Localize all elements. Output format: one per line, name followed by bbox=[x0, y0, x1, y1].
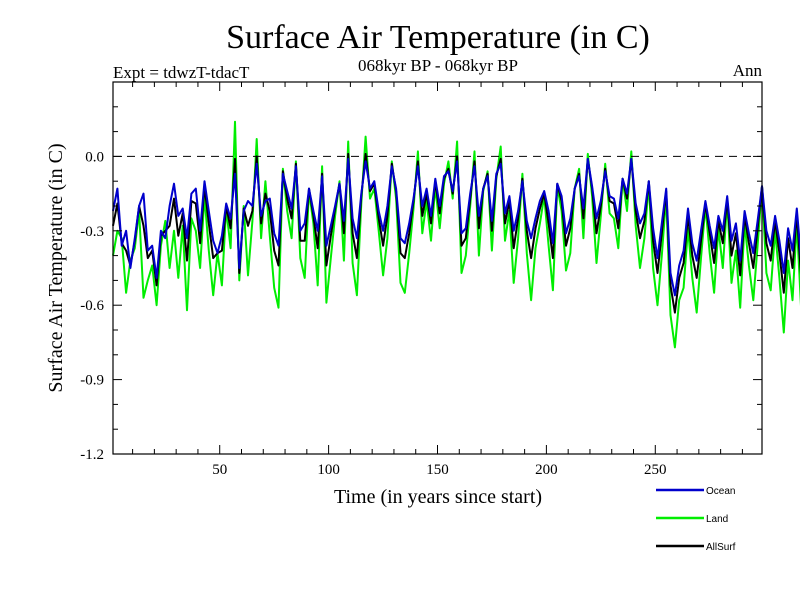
chart-subtitle-right: Ann bbox=[733, 61, 763, 80]
chart-title: Surface Air Temperature (in C) bbox=[226, 19, 650, 56]
y-tick-label: -0.6 bbox=[80, 298, 104, 314]
series-layer bbox=[112, 120, 800, 349]
x-tick-label: 200 bbox=[535, 462, 558, 478]
x-tick-label: 250 bbox=[644, 462, 667, 478]
y-tick-label: -1.2 bbox=[80, 447, 104, 463]
y-tick-label: -0.9 bbox=[80, 373, 104, 389]
legend: Ocean Land AllSurf bbox=[656, 486, 736, 553]
x-axis-label: Time (in years since start) bbox=[334, 486, 542, 508]
x-tick-label: 150 bbox=[426, 462, 449, 478]
series-line-ocean bbox=[112, 157, 800, 297]
series-line-allsurf bbox=[112, 152, 800, 314]
x-tick-label: 50 bbox=[212, 462, 227, 478]
legend-label-land: Land bbox=[706, 514, 728, 525]
legend-label-allsurf: AllSurf bbox=[706, 542, 736, 553]
y-tick-label: 0.0 bbox=[85, 149, 104, 165]
legend-label-ocean: Ocean bbox=[706, 486, 735, 497]
tick-layer: 50 100 150 200 250 -1.2 -0.9 -0.6 -0.3 0.0 bbox=[80, 82, 762, 478]
series-line-land bbox=[112, 120, 800, 349]
y-tick-label: -0.3 bbox=[80, 224, 104, 240]
chart-subtitle-center: 068kyr BP - 068kyr BP bbox=[358, 56, 518, 75]
y-axis-label: Surface Air Temperature (in C) bbox=[45, 143, 67, 392]
chart-subtitle-left: Expt = tdwzT-tdacT bbox=[113, 63, 250, 82]
x-tick-label: 100 bbox=[317, 462, 340, 478]
